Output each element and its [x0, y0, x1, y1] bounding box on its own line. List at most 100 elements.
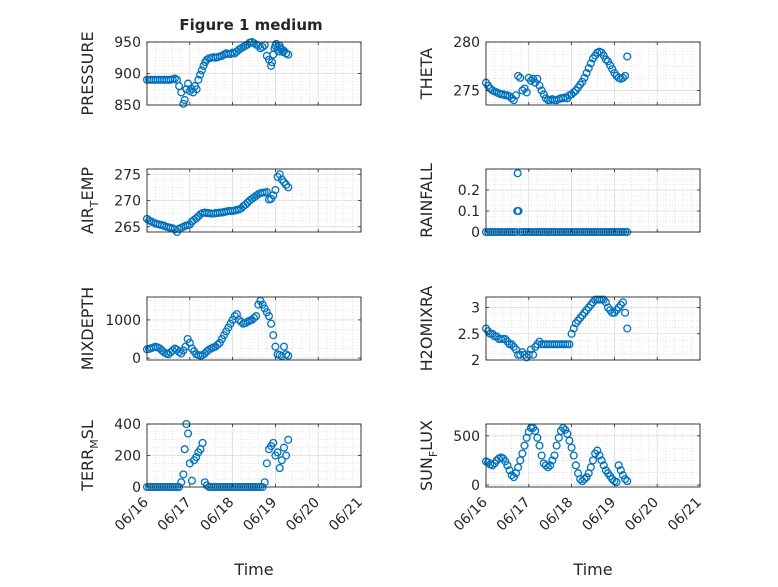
data-point: [279, 342, 289, 351]
data-point: [514, 71, 523, 80]
x-axis-label: Time: [233, 560, 273, 579]
data-point: [213, 340, 222, 349]
data-point: [612, 478, 621, 487]
data-point: [621, 71, 630, 80]
y-tick-label: 900: [114, 67, 141, 83]
data-point: [533, 433, 542, 442]
data-point: [571, 461, 580, 470]
data-point: [593, 446, 602, 455]
x-tick-label: 06/19: [240, 495, 280, 535]
y-tick-label: 0: [132, 480, 141, 496]
y-tick-label: 2.5: [458, 327, 480, 343]
data-point: [279, 443, 289, 452]
data-point: [537, 86, 546, 95]
y-axis-label: THETA: [417, 48, 436, 100]
data-point: [199, 61, 208, 70]
data-point: [522, 88, 531, 97]
data-point: [275, 170, 284, 179]
data-point: [264, 312, 274, 321]
data-point: [526, 345, 535, 354]
data-point: [588, 456, 598, 465]
data-point: [518, 449, 527, 458]
data-point: [623, 477, 632, 486]
data-point: [520, 441, 529, 450]
data-point: [520, 84, 529, 93]
data-point: [192, 453, 201, 462]
data-point: [241, 200, 250, 209]
data-point: [546, 461, 555, 470]
y-tick-label: 500: [453, 429, 480, 445]
data-point: [509, 473, 518, 482]
data-point: [262, 188, 271, 197]
data-point: [271, 185, 280, 195]
data-point: [179, 99, 188, 108]
x-tick-label: 06/20: [622, 495, 662, 535]
axes-box: [485, 41, 701, 106]
data-point: [509, 96, 518, 105]
data-point: [584, 64, 593, 73]
data-point: [284, 351, 293, 360]
data-point: [616, 466, 625, 475]
data-point: [601, 55, 610, 64]
y-tick-label: 200: [114, 449, 141, 465]
data-point: [601, 298, 610, 307]
y-tick-label: 275: [114, 167, 141, 183]
y-axis-label: TERRMSL: [78, 420, 101, 492]
data-point: [269, 331, 278, 340]
y-tick-label: 2: [471, 353, 480, 369]
data-point: [277, 352, 286, 361]
data-point: [249, 313, 259, 323]
data-point: [198, 438, 207, 447]
y-tick-label: 1000: [105, 313, 141, 329]
data-point: [511, 91, 521, 100]
data-point: [180, 95, 189, 105]
x-tick-label: 06/20: [283, 495, 323, 535]
axes-box: [485, 168, 701, 233]
subplot-8: 0 500 SUNFLUX 06/16 06/17 06/18 06/19 06/20 06/2…: [417, 420, 705, 579]
x-tick-label: 06/21: [326, 495, 366, 535]
data-point: [554, 433, 563, 442]
data-point: [516, 456, 525, 465]
data-point: [284, 183, 293, 192]
x-axis-label: Time: [572, 560, 612, 579]
data-point: [599, 461, 608, 470]
figure-title: Figure 1 medium: [179, 16, 322, 34]
data-point: [267, 319, 276, 328]
data-point: [558, 423, 568, 432]
subplot-5: 0 1000 MIXDEPTH: [78, 287, 362, 370]
data-point: [529, 350, 538, 359]
data-point: [187, 476, 196, 485]
data-point: [180, 445, 189, 454]
data-point: [608, 65, 617, 74]
data-point: [282, 451, 291, 460]
data-point: [518, 86, 527, 95]
axes-box: [485, 423, 701, 488]
data-point: [569, 88, 578, 97]
data-point: [623, 324, 632, 333]
data-point: [194, 75, 203, 84]
data-point: [569, 324, 578, 333]
data-point: [623, 52, 632, 61]
y-tick-label: 275: [453, 83, 480, 99]
data-point: [531, 426, 540, 435]
data-point: [175, 347, 184, 357]
data-point: [252, 312, 261, 321]
x-tick-label: 06/18: [198, 495, 238, 535]
y-tick-label: 0: [132, 351, 141, 367]
data-point: [603, 57, 613, 66]
data-point: [578, 77, 587, 86]
y-axis-label: RAINFALL: [417, 163, 436, 238]
data-point: [262, 459, 271, 468]
data-point: [271, 342, 280, 351]
y-tick-label: 0.2: [458, 183, 480, 199]
data-point: [550, 451, 559, 460]
data-point: [614, 461, 623, 470]
data-point: [514, 206, 523, 216]
data-point: [580, 475, 589, 484]
data-point: [541, 461, 550, 470]
data-point: [621, 308, 630, 317]
x-tick-label: 06/16: [112, 494, 152, 534]
data-point: [277, 456, 286, 465]
y-axis-label: MIXDEPTH: [78, 287, 97, 370]
y-tick-label: 270: [114, 194, 141, 210]
